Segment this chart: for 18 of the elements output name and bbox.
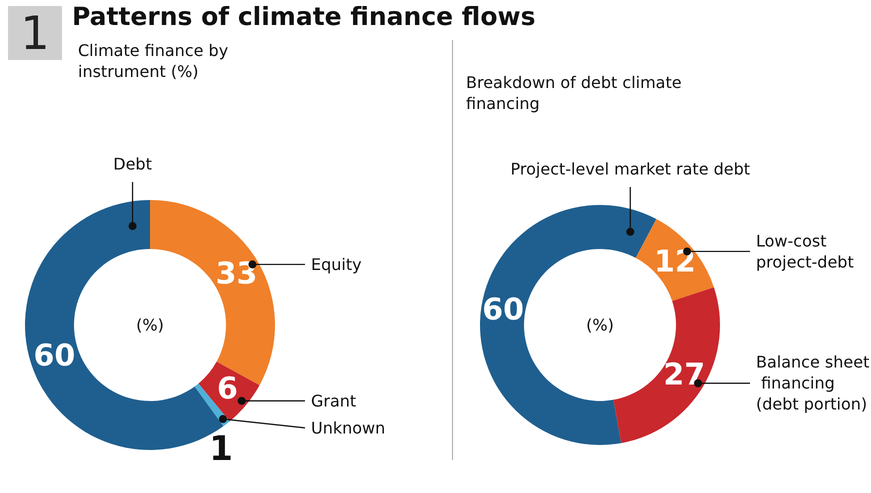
text: (%): [586, 316, 614, 334]
slice-label: Balance sheet financing (debt portion): [756, 352, 870, 414]
slice-label: Grant: [311, 391, 356, 410]
data-label: 60: [482, 292, 524, 328]
slice-label: Unknown: [311, 418, 386, 438]
slice-label: Equity: [311, 254, 362, 274]
text: (%): [136, 316, 164, 334]
slice-label: Project-level market rate debt: [510, 160, 750, 178]
slice-label: Debt: [113, 154, 152, 174]
text: 1: [8, 6, 62, 60]
data-label: 27: [663, 358, 706, 393]
chart-subtitle: Climate finance by instrument (%): [78, 40, 230, 82]
slice-label: Low-cost project-debt: [756, 231, 854, 272]
data-label: 1: [209, 429, 233, 470]
data-label: 60: [34, 338, 76, 374]
chart-subtitle: Breakdown of debt climate financing: [466, 72, 683, 114]
data-label: 6: [217, 372, 238, 407]
chart-title: Patterns of climate finance flows: [72, 2, 536, 31]
